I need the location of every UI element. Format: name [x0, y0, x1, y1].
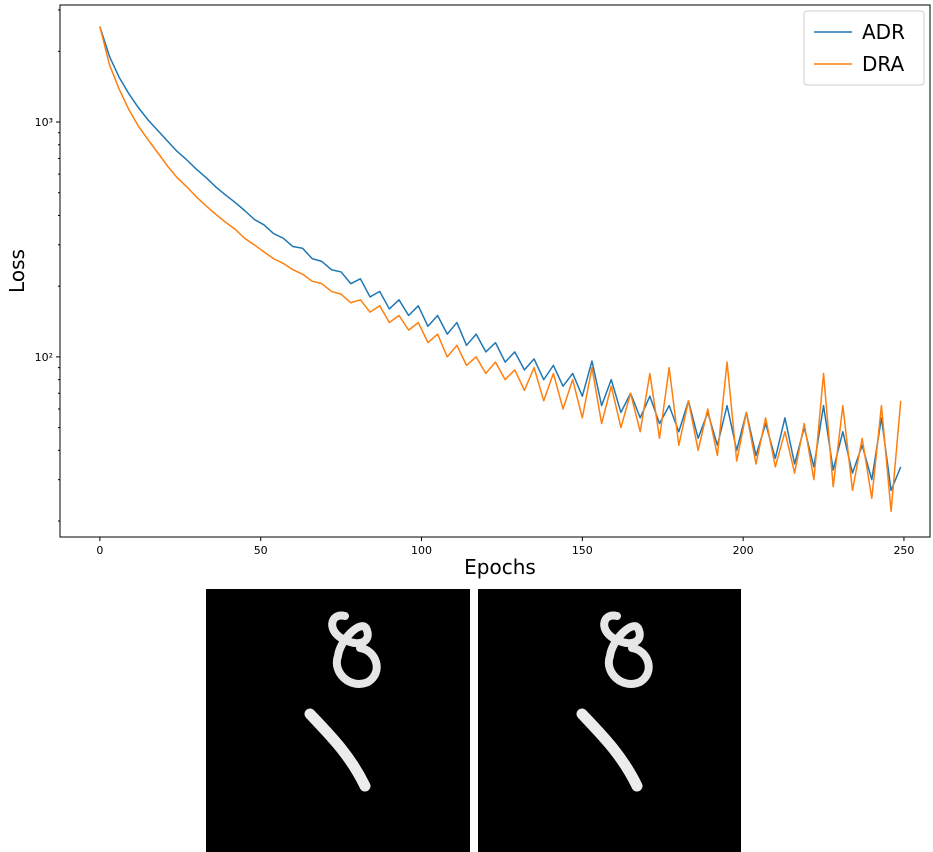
y-tick-label: 10³ — [35, 116, 53, 129]
x-tick-label: 50 — [254, 544, 268, 557]
x-axis-label: Epochs — [464, 555, 536, 579]
chart: Epochs Loss 0 50 100 150 200 250 10² 10³ ADR DRA — [0, 0, 933, 852]
page: {"chart_data": {"type": "line", "x_label… — [0, 0, 933, 852]
legend-label: DRA — [862, 52, 904, 76]
image-background — [206, 589, 470, 852]
y-tick-label: 10² — [35, 351, 53, 364]
x-tick-label: 100 — [411, 544, 432, 557]
image-right — [478, 589, 741, 852]
x-tick-label: 0 — [96, 544, 103, 557]
y-axis-label: Loss — [5, 249, 29, 293]
x-tick-label: 250 — [893, 544, 914, 557]
x-tick-label: 150 — [572, 544, 593, 557]
x-tick-label: 200 — [733, 544, 754, 557]
series-line — [100, 27, 901, 491]
plot-frame — [60, 5, 930, 537]
legend-label: ADR — [862, 20, 905, 44]
image-left — [206, 589, 470, 852]
image-background — [478, 589, 741, 852]
